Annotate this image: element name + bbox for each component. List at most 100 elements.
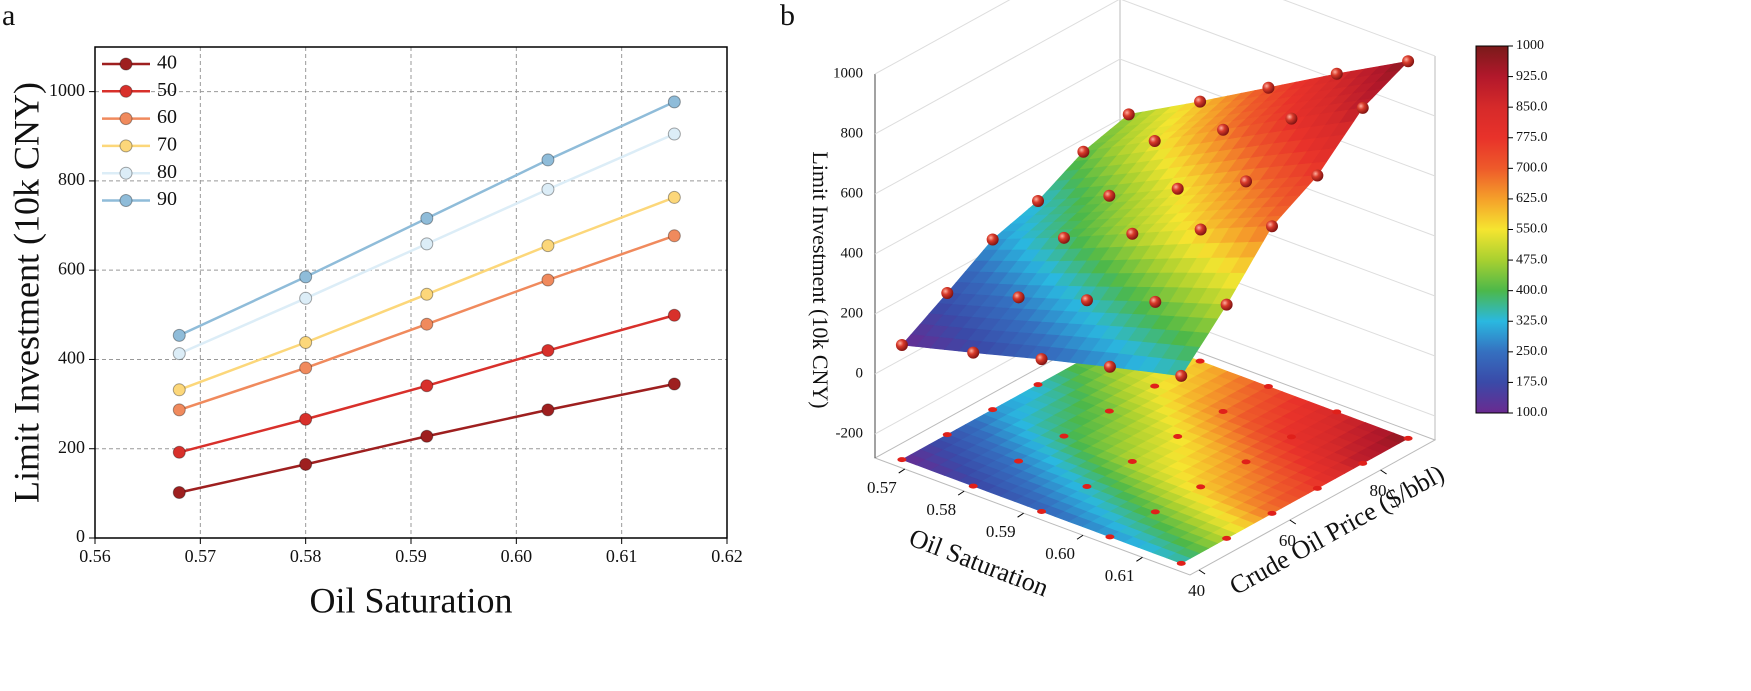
surface-point	[1103, 189, 1116, 202]
floor-patch	[1166, 552, 1192, 564]
y-tick-label: 40	[1188, 581, 1205, 600]
legend-marker	[119, 139, 133, 153]
data-point	[541, 153, 555, 167]
surface-point	[1080, 294, 1093, 307]
surface-point	[986, 233, 999, 246]
floor-point	[1105, 534, 1115, 540]
surface-point	[1402, 55, 1415, 68]
surface-point	[1171, 182, 1184, 195]
floor-point	[1059, 433, 1069, 439]
tick-mark	[957, 490, 965, 496]
floor-point	[1082, 484, 1092, 489]
colorbar-tick-label: 925.0	[1516, 69, 1548, 84]
colorbar	[1475, 45, 1509, 414]
x-tick-label: 0.60	[501, 546, 533, 566]
surface-point	[895, 339, 908, 352]
floor-point	[1403, 435, 1413, 441]
x-tick-label: 0.58	[926, 500, 956, 519]
colorbar-tick-label: 100.0	[1516, 405, 1548, 420]
data-point	[420, 211, 434, 225]
x-tick-label: 0.57	[185, 546, 217, 566]
data-point	[172, 328, 186, 342]
floor-point	[968, 483, 978, 489]
floor-point	[1222, 535, 1232, 541]
floor-point	[1358, 460, 1368, 466]
x-tick-label: 0.57	[867, 478, 897, 497]
floor-point	[1037, 509, 1047, 514]
surface	[901, 60, 1409, 377]
surface-point	[1035, 353, 1048, 366]
data-point	[541, 273, 555, 287]
surface-point	[1311, 169, 1324, 182]
data-point	[172, 485, 186, 499]
z-axis-title: Limit Investment (10k CNY)	[808, 151, 833, 408]
legend-label: 70	[157, 133, 177, 155]
data-point	[299, 270, 313, 284]
data-point	[420, 429, 434, 443]
floor-point	[1173, 434, 1183, 439]
colorbar-tick-label: 700.0	[1516, 161, 1548, 176]
legend-label: 90	[157, 188, 177, 210]
x-tick-label: 0.60	[1045, 544, 1075, 563]
z-tick-label: 200	[841, 305, 864, 321]
legend-label: 60	[157, 106, 177, 128]
z-tick-label: 400	[841, 245, 864, 261]
surface-point	[967, 346, 980, 359]
data-point	[299, 361, 313, 375]
floor-point	[1218, 409, 1228, 414]
y-tick-label: 800	[58, 169, 85, 189]
x-tick-label: 0.58	[290, 546, 322, 566]
colorbar-tick-label: 550.0	[1516, 222, 1548, 237]
z-tick-label: 800	[841, 125, 864, 141]
colorbar-tick-label: 325.0	[1516, 313, 1548, 328]
legend-label: 80	[157, 161, 177, 183]
legend-marker	[119, 112, 133, 126]
x-tick-label: 0.56	[79, 546, 111, 566]
surface-point	[1220, 298, 1233, 311]
surface-point	[1126, 227, 1139, 240]
floor-point	[1263, 384, 1273, 389]
data-point	[172, 383, 186, 397]
data-point	[541, 239, 555, 253]
floor-point	[1332, 409, 1342, 415]
surface-point	[1330, 67, 1343, 80]
y-tick-label: 400	[58, 348, 85, 368]
y-tick-label: 600	[58, 258, 85, 278]
grid-line	[874, 0, 1436, 75]
colorbar-tick-label: 175.0	[1516, 375, 1548, 390]
tick-mark	[1017, 512, 1024, 518]
floor-point	[1195, 358, 1205, 364]
surface-point	[1356, 101, 1369, 114]
surface-point	[1148, 135, 1161, 148]
tick-mark	[1289, 519, 1297, 525]
legend-marker	[119, 57, 133, 71]
tick-mark	[1198, 569, 1206, 575]
x-tick-label: 0.61	[606, 546, 638, 566]
data-point	[541, 344, 555, 358]
data-point	[420, 237, 434, 251]
surface-point	[1240, 175, 1253, 188]
data-point	[541, 403, 555, 417]
panel-label: a	[2, 0, 15, 32]
legend-marker	[119, 194, 133, 207]
tick-mark	[1136, 556, 1143, 562]
colorbar-tick-label: 850.0	[1516, 99, 1548, 114]
plot-frame	[94, 46, 728, 539]
data-point	[541, 182, 555, 196]
floor-point	[897, 457, 907, 463]
floor-point	[1104, 408, 1114, 414]
y-tick-label: 200	[58, 437, 85, 457]
data-point	[420, 287, 434, 301]
surface-point	[1012, 291, 1025, 304]
colorbar-tick-label: 400.0	[1516, 283, 1548, 298]
colorbar-tick-label: 625.0	[1516, 191, 1548, 206]
x-axis-title: Oil Saturation	[905, 523, 1052, 603]
legend-label: 40	[157, 52, 177, 74]
data-point	[299, 335, 313, 349]
floor-point	[1176, 560, 1186, 566]
colorbar-tick-label: 250.0	[1516, 344, 1548, 359]
colorbar-tick-label: 475.0	[1516, 252, 1548, 267]
surface-point	[1122, 108, 1135, 121]
surface-point	[941, 287, 954, 300]
